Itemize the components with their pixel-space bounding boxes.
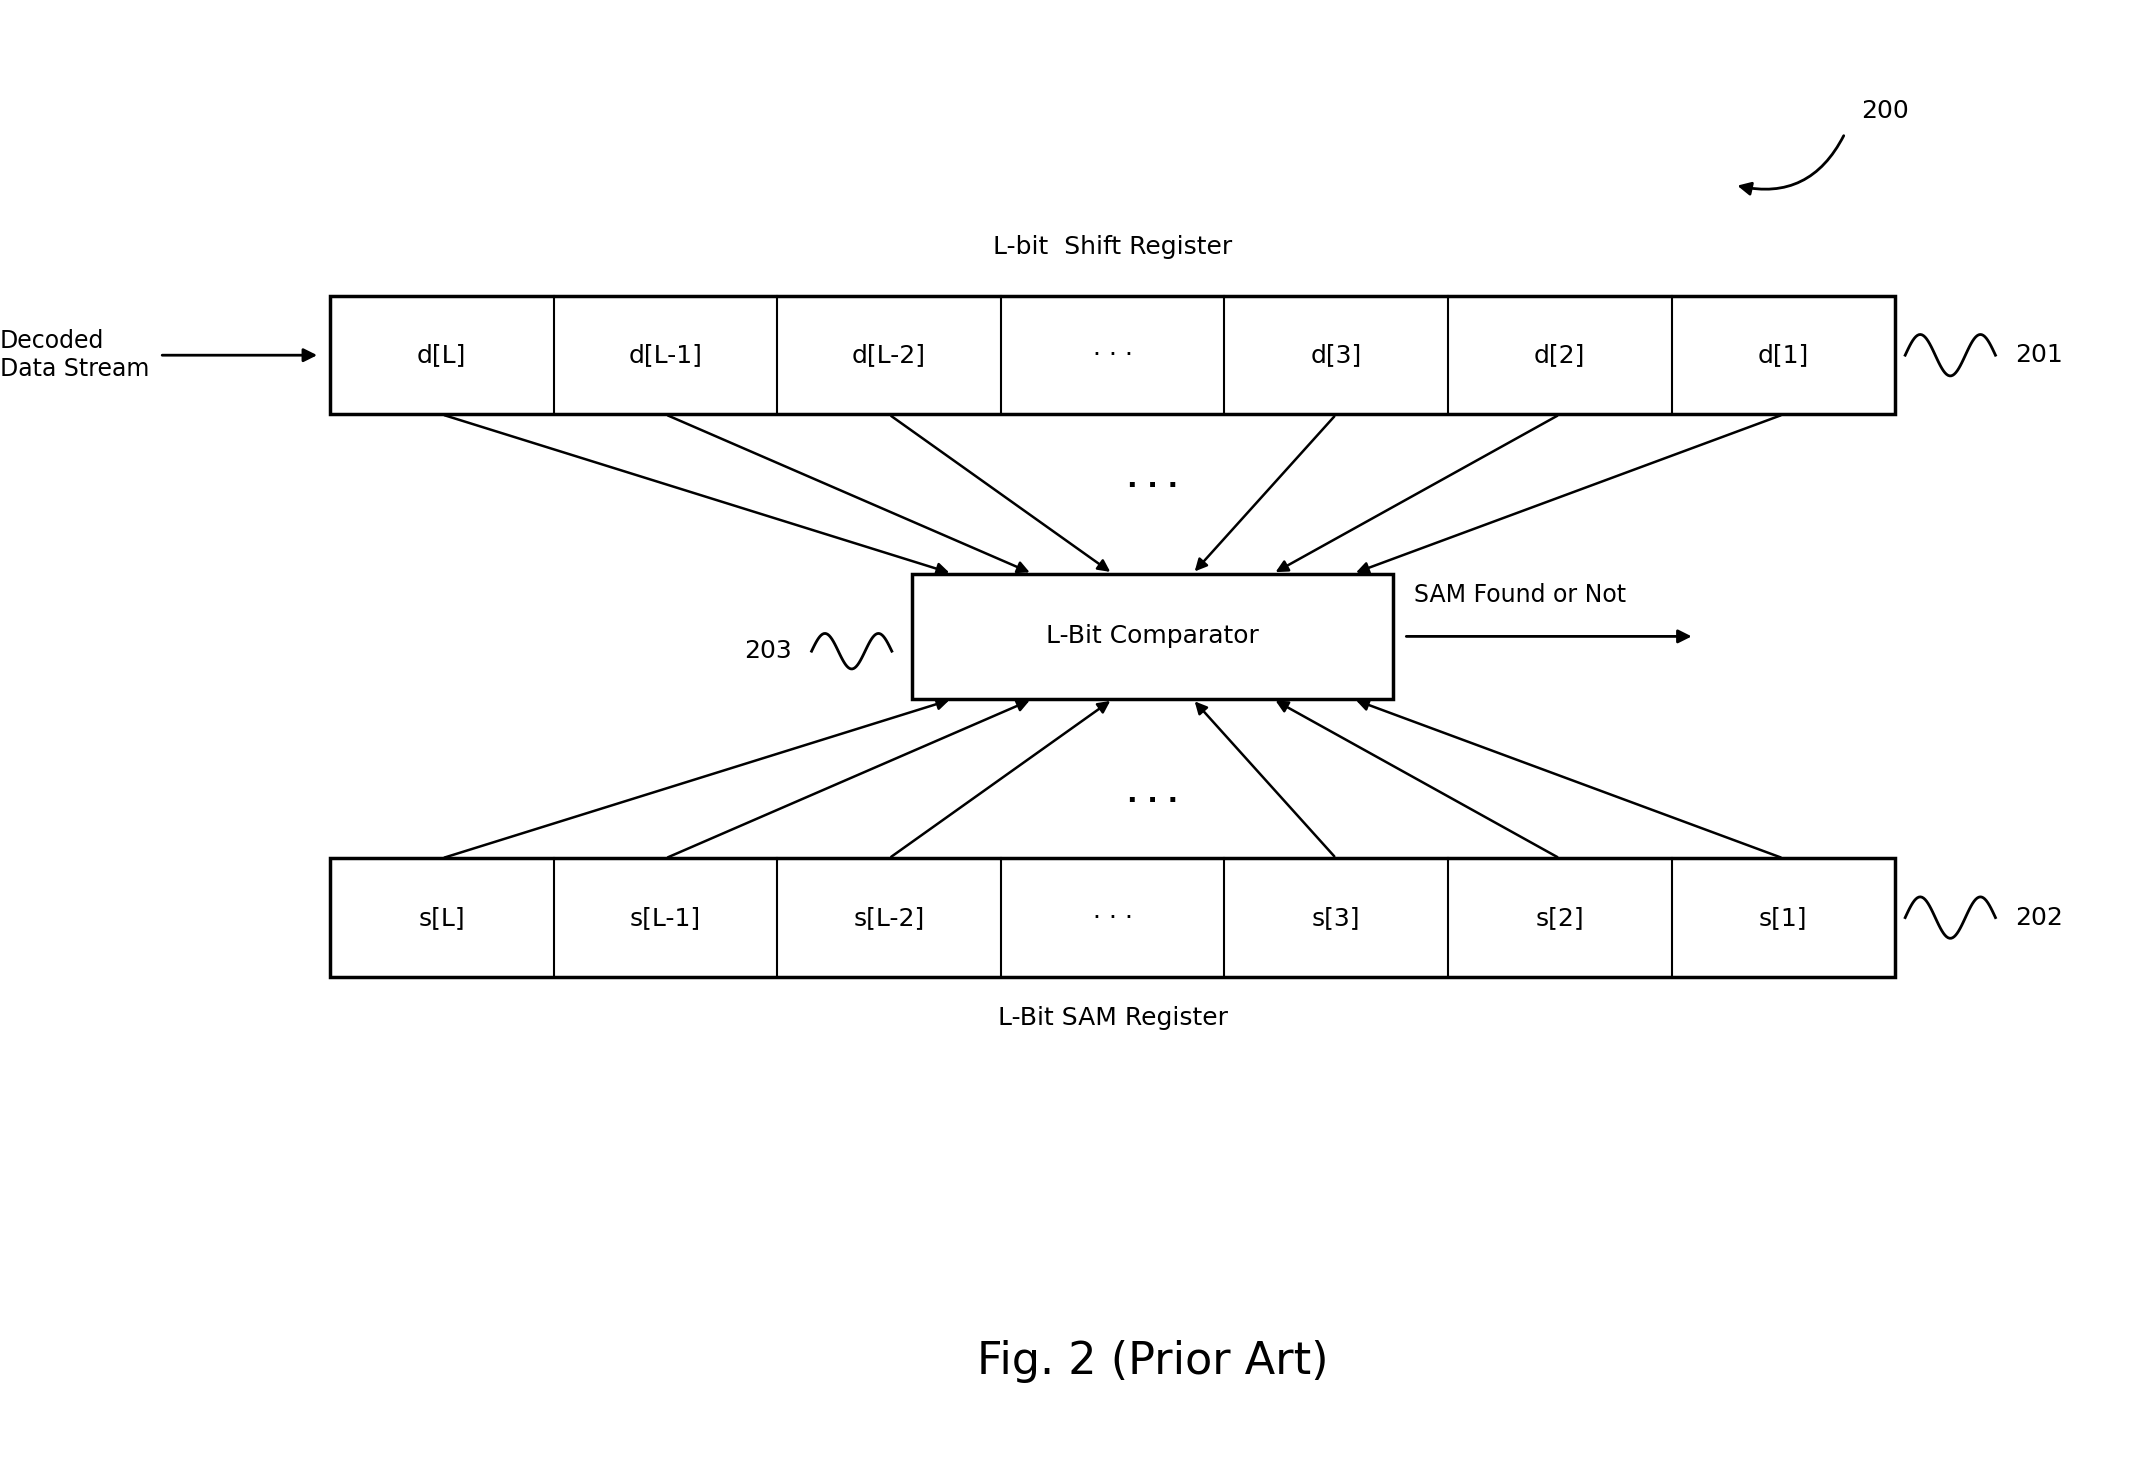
Text: Fig. 2 (Prior Art): Fig. 2 (Prior Art) bbox=[977, 1339, 1328, 1384]
Text: . . .: . . . bbox=[1128, 465, 1177, 493]
Text: d[3]: d[3] bbox=[1311, 343, 1363, 367]
Text: 203: 203 bbox=[744, 639, 791, 663]
FancyBboxPatch shape bbox=[912, 574, 1393, 700]
Text: L-Bit SAM Register: L-Bit SAM Register bbox=[998, 1006, 1227, 1030]
Text: L-bit  Shift Register: L-bit Shift Register bbox=[994, 235, 1233, 259]
Text: s[2]: s[2] bbox=[1535, 906, 1585, 929]
Text: SAM Found or Not: SAM Found or Not bbox=[1414, 583, 1626, 607]
Text: L-Bit Comparator: L-Bit Comparator bbox=[1046, 625, 1259, 648]
FancyBboxPatch shape bbox=[330, 296, 1895, 414]
Text: s[L-2]: s[L-2] bbox=[854, 906, 925, 929]
Text: · · ·: · · · bbox=[1093, 343, 1132, 367]
Text: 201: 201 bbox=[2016, 343, 2063, 367]
Text: d[L]: d[L] bbox=[416, 343, 466, 367]
Text: d[L-2]: d[L-2] bbox=[852, 343, 925, 367]
Text: s[L-1]: s[L-1] bbox=[630, 906, 701, 929]
Text: d[2]: d[2] bbox=[1535, 343, 1585, 367]
Text: d[L-1]: d[L-1] bbox=[627, 343, 703, 367]
Text: d[1]: d[1] bbox=[1757, 343, 1809, 367]
Text: s[3]: s[3] bbox=[1311, 906, 1360, 929]
FancyBboxPatch shape bbox=[330, 858, 1895, 977]
Text: . . .: . . . bbox=[1128, 780, 1177, 808]
Text: Decoded
Data Stream: Decoded Data Stream bbox=[0, 330, 149, 382]
Text: s[L]: s[L] bbox=[418, 906, 466, 929]
Text: 200: 200 bbox=[1861, 99, 1908, 123]
Text: · · ·: · · · bbox=[1093, 906, 1132, 929]
Text: 202: 202 bbox=[2016, 906, 2063, 929]
Text: s[1]: s[1] bbox=[1759, 906, 1807, 929]
